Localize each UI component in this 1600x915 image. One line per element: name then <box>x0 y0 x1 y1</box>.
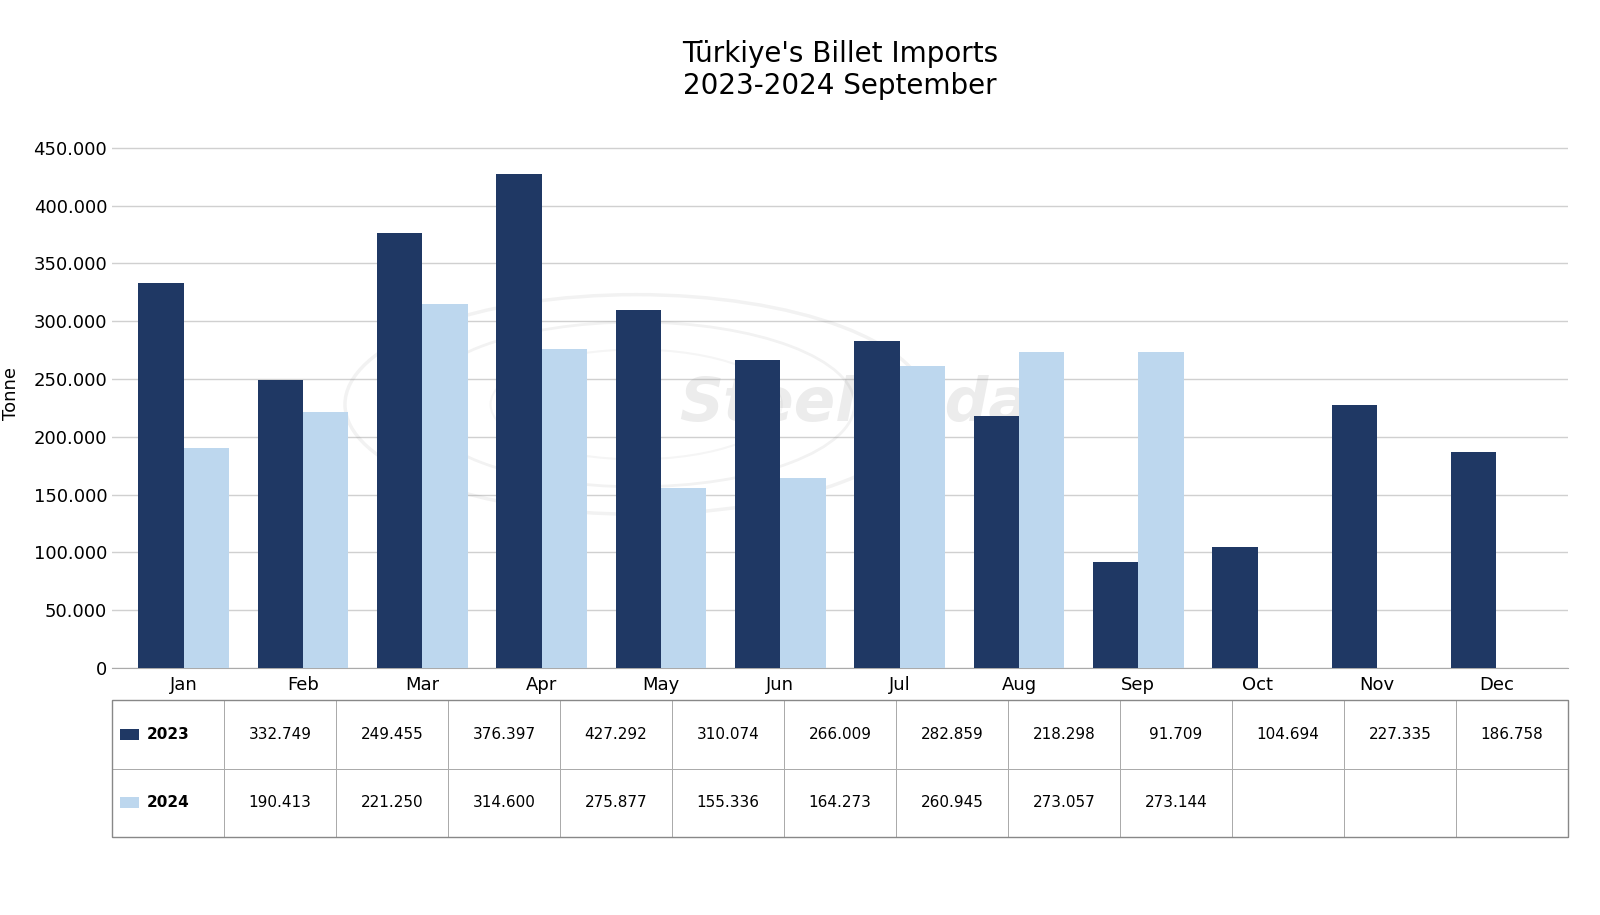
Text: 260.945: 260.945 <box>920 795 984 811</box>
Text: SteelRadar: SteelRadar <box>678 375 1059 434</box>
Text: 221.250: 221.250 <box>360 795 424 811</box>
Bar <box>1451 452 1496 668</box>
Text: 91.709: 91.709 <box>1149 727 1203 742</box>
Text: 227.335: 227.335 <box>1368 727 1432 742</box>
Bar <box>1213 547 1258 668</box>
Text: 273.144: 273.144 <box>1144 795 1208 811</box>
Bar <box>854 341 899 668</box>
Bar <box>496 174 542 668</box>
Text: 275.877: 275.877 <box>584 795 648 811</box>
Text: 186.758: 186.758 <box>1480 727 1544 742</box>
Title: Türkiye's Billet Imports
2023-2024 September: Türkiye's Billet Imports 2023-2024 Septe… <box>682 39 998 100</box>
Bar <box>138 284 184 668</box>
Bar <box>974 415 1019 668</box>
Bar <box>542 350 587 668</box>
Bar <box>422 305 467 668</box>
Bar <box>1019 352 1064 668</box>
Text: 218.298: 218.298 <box>1032 727 1096 742</box>
Text: 282.859: 282.859 <box>920 727 984 742</box>
Y-axis label: Tonne: Tonne <box>2 367 19 420</box>
Text: 155.336: 155.336 <box>696 795 760 811</box>
Text: 249.455: 249.455 <box>360 727 424 742</box>
Bar <box>734 361 781 668</box>
Text: 376.397: 376.397 <box>472 727 536 742</box>
Text: 310.074: 310.074 <box>696 727 760 742</box>
Text: 164.273: 164.273 <box>808 795 872 811</box>
Bar <box>1331 405 1378 668</box>
Bar <box>302 413 349 668</box>
Text: 190.413: 190.413 <box>248 795 312 811</box>
Text: 104.694: 104.694 <box>1256 727 1320 742</box>
Text: 427.292: 427.292 <box>584 727 648 742</box>
Bar <box>258 380 302 668</box>
Text: 332.749: 332.749 <box>248 727 312 742</box>
Text: 2023: 2023 <box>147 727 190 742</box>
Bar <box>184 447 229 668</box>
Bar <box>378 233 422 668</box>
Bar <box>1093 562 1138 668</box>
Bar <box>616 309 661 668</box>
Bar <box>661 489 706 668</box>
Text: 266.009: 266.009 <box>808 727 872 742</box>
Bar <box>899 366 946 668</box>
Text: 314.600: 314.600 <box>472 795 536 811</box>
Bar <box>1138 352 1184 668</box>
Text: 2024: 2024 <box>147 795 190 811</box>
Bar <box>781 478 826 668</box>
Text: 273.057: 273.057 <box>1032 795 1096 811</box>
